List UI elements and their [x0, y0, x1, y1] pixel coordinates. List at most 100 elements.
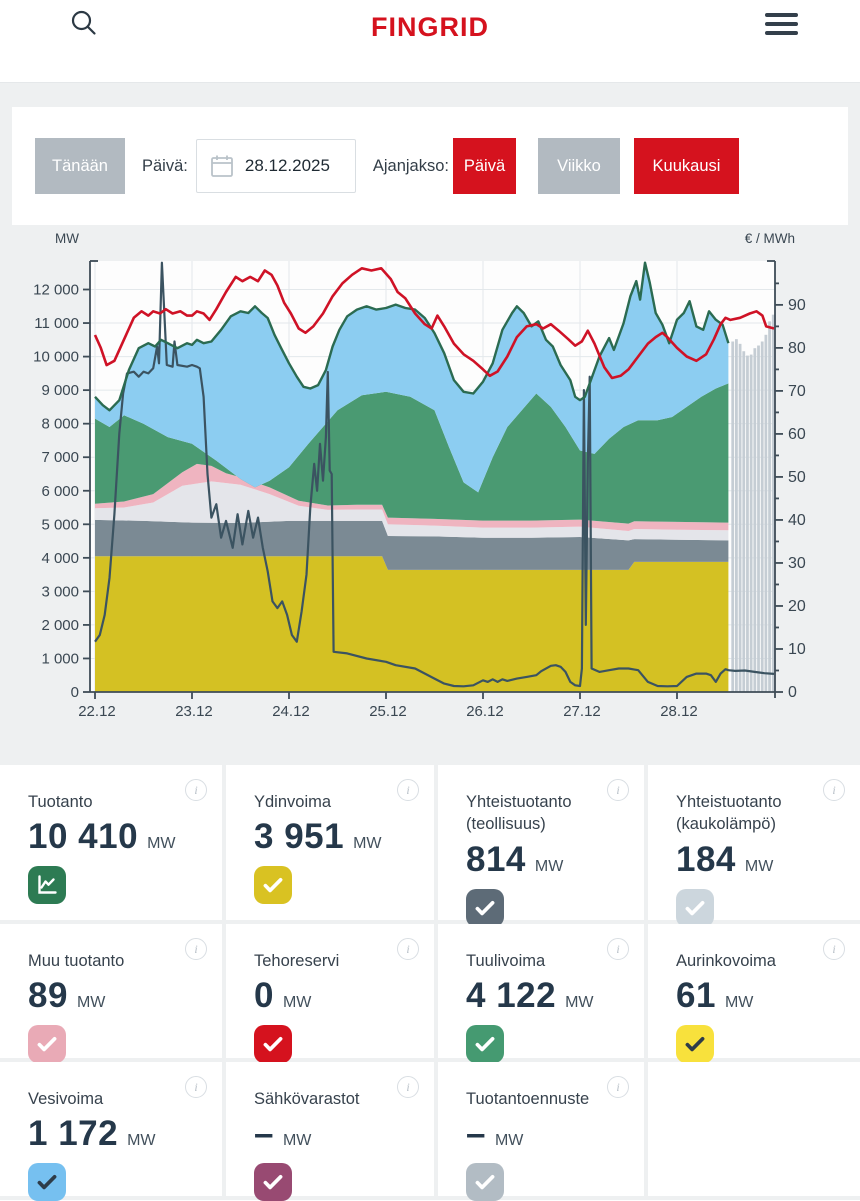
tick-label: 40 — [788, 512, 806, 529]
fingrid-logo: FINGRID — [371, 12, 489, 42]
series-checkbox[interactable] — [28, 1025, 66, 1064]
series-checkbox[interactable] — [254, 1025, 292, 1064]
stat-card: i Muu tuotanto 89 MW — [0, 924, 222, 1064]
tick-label: 0 — [71, 684, 79, 701]
info-icon[interactable]: i — [823, 938, 845, 960]
forecast-bar — [749, 354, 753, 692]
forecast-bar — [738, 343, 742, 692]
forecast-bar — [735, 339, 738, 692]
info-icon[interactable]: i — [607, 1076, 629, 1098]
info-icon[interactable]: i — [397, 779, 419, 801]
stat-value: 61 — [676, 976, 716, 1016]
stat-card: i Aurinkovoima 61 MW — [648, 924, 860, 1064]
stat-value: 814 — [466, 839, 526, 879]
menu-icon — [765, 13, 798, 17]
series-checkbox[interactable] — [28, 1163, 66, 1201]
stat-cards: i Tuotanto 10 410 MW i Ydinvoima 3 951 MW i Yhtei… — [0, 765, 860, 1201]
info-icon[interactable]: i — [397, 1076, 419, 1098]
nuclear-area — [95, 556, 729, 692]
stat-unit: MW — [282, 994, 312, 1012]
stat-value: 184 — [676, 839, 736, 879]
period-day-button[interactable]: Päivä — [453, 138, 516, 194]
stat-unit: MW — [147, 835, 176, 853]
stat-value: – — [466, 1114, 486, 1154]
check-icon — [37, 1175, 57, 1190]
check-icon — [263, 1175, 283, 1190]
series-checkbox[interactable] — [466, 888, 504, 927]
period-week-button[interactable]: Viikko — [538, 138, 620, 194]
chart-line-icon — [38, 875, 57, 894]
tick-label: 80 — [788, 340, 806, 357]
info-icon[interactable]: i — [397, 938, 419, 960]
check-icon — [685, 900, 705, 915]
date-picker[interactable] — [195, 139, 356, 193]
info-icon[interactable]: i — [185, 1076, 207, 1098]
stat-card: i Tuotantoennuste – MW — [438, 1062, 644, 1201]
stat-card: i Tuotanto 10 410 MW — [0, 765, 222, 920]
right-axis-unit: € / MWh — [745, 231, 795, 246]
stat-label: Ydinvoima — [254, 793, 332, 811]
stat-unit: MW — [282, 1132, 312, 1150]
stat-label: Vesivoima — [28, 1090, 104, 1108]
forecast-bar — [764, 334, 768, 692]
tick-label: 10 — [788, 641, 806, 658]
series-checkbox[interactable] — [254, 866, 292, 905]
menu-button[interactable] — [765, 13, 798, 40]
stat-unit: MW — [744, 857, 774, 875]
check-icon — [37, 1037, 57, 1052]
tick-label: 12 000 — [33, 282, 79, 299]
search-button[interactable] — [68, 8, 100, 40]
info-icon[interactable]: i — [185, 938, 207, 960]
tick-label: 11 000 — [34, 315, 79, 332]
stat-value: 3 951 — [254, 817, 345, 857]
series-checkbox[interactable] — [676, 1025, 714, 1064]
stat-label: Tuotantoennuste — [466, 1090, 590, 1108]
left-axis-unit: MW — [55, 231, 79, 246]
tick-label: 30 — [788, 555, 806, 572]
filter-bar: Tänään Päivä: Ajanjakso: Päivä Viikko Ku… — [12, 107, 848, 225]
check-icon — [475, 1037, 495, 1052]
series-checkbox[interactable] — [676, 888, 714, 927]
tick-label: 28.12 — [660, 703, 698, 720]
production-chart[interactable]: 0 1 000 2 000 3 000 4 000 5 000 6 000 7 000 8 00… — [12, 225, 848, 758]
info-icon[interactable]: i — [607, 779, 629, 801]
period-month-button[interactable]: Kuukausi — [634, 138, 739, 194]
stat-unit: MW — [353, 835, 382, 853]
stat-unit: MW — [127, 1132, 156, 1150]
today-button[interactable]: Tänään — [35, 138, 125, 194]
stat-label: Yhteistuotanto (teollisuus) — [466, 793, 572, 834]
stat-value: 1 172 — [28, 1114, 119, 1154]
search-icon — [71, 10, 96, 35]
chart-canvas[interactable]: 0 1 000 2 000 3 000 4 000 5 000 6 000 7 000 8 00… — [12, 225, 848, 753]
info-icon[interactable]: i — [185, 779, 207, 801]
tick-label: 26.12 — [466, 703, 504, 720]
stat-value: 89 — [28, 976, 68, 1016]
stat-card: i Tehoreservi 0 MW — [226, 924, 434, 1064]
series-checkbox[interactable] — [28, 866, 66, 905]
total-production-line — [94, 261, 730, 412]
wind-area — [95, 383, 729, 524]
tick-label: 70 — [788, 383, 806, 400]
stat-card: i Ydinvoima 3 951 MW — [226, 765, 434, 920]
date-input[interactable] — [244, 156, 353, 176]
main-content: Tänään Päivä: Ajanjakso: Päivä Viikko Ku… — [0, 83, 860, 765]
tick-label: 1 000 — [41, 650, 79, 667]
tick-label: 23.12 — [175, 703, 213, 720]
forecast-bar — [760, 341, 764, 692]
forecast-bar — [768, 321, 771, 692]
calendar-icon — [210, 155, 233, 177]
info-icon[interactable]: i — [607, 938, 629, 960]
stat-unit: MW — [565, 994, 594, 1012]
date-label: Päivä: — [142, 156, 188, 175]
info-icon[interactable]: i — [823, 779, 845, 801]
tick-label: 6 000 — [41, 483, 79, 500]
stat-label: Aurinkovoima — [676, 952, 776, 970]
other-area — [95, 463, 729, 531]
forecast-bar — [771, 314, 775, 692]
forecast-bar — [742, 351, 746, 692]
series-checkbox[interactable] — [254, 1163, 292, 1201]
series-checkbox[interactable] — [466, 1163, 504, 1201]
series-checkbox[interactable] — [466, 1025, 504, 1064]
stat-value: 0 — [254, 976, 274, 1016]
stat-unit: MW — [534, 857, 564, 875]
